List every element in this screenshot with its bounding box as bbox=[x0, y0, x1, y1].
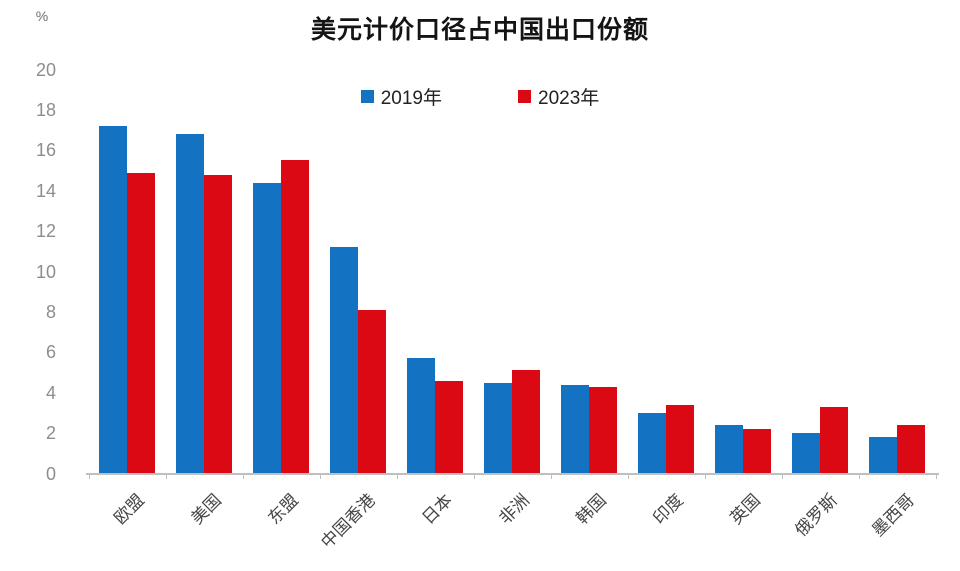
bar-2019年-1 bbox=[99, 126, 127, 474]
bar-2023年-5 bbox=[435, 380, 463, 474]
y-tick-label-4: 4 bbox=[45, 382, 56, 403]
legend-swatch-2019 bbox=[360, 90, 374, 103]
x-axis-tick bbox=[935, 473, 937, 479]
bar-2023年-7 bbox=[589, 386, 617, 474]
legend-item-2019: 2019年 bbox=[360, 83, 442, 110]
y-tick-label-8: 8 bbox=[45, 301, 56, 322]
bar-2023年-9 bbox=[743, 429, 771, 474]
bar-2023年-11 bbox=[897, 425, 925, 474]
bar-2019年-2 bbox=[176, 134, 204, 474]
y-tick-label-16: 16 bbox=[35, 140, 56, 161]
chart-title: 美元计价口径占中国出口份额 bbox=[310, 17, 649, 44]
bar-2023年-2 bbox=[204, 174, 232, 474]
bar-2023年-4 bbox=[358, 309, 386, 474]
legend-item-2023: 2023年 bbox=[518, 83, 599, 110]
x-tick-label-5: 日本 bbox=[418, 490, 456, 529]
y-tick-label-2: 2 bbox=[45, 423, 56, 444]
legend-label-2019: 2019年 bbox=[380, 88, 442, 109]
bar-2019年-10 bbox=[792, 433, 820, 474]
legend-label-2023: 2023年 bbox=[538, 88, 600, 109]
bar-2019年-7 bbox=[561, 384, 589, 474]
x-axis-tick bbox=[242, 473, 244, 479]
y-tick-label-0: 0 bbox=[45, 463, 56, 484]
x-tick-label-3: 东盟 bbox=[264, 490, 302, 529]
bar-2023年-6 bbox=[512, 370, 540, 474]
bar-2019年-4 bbox=[330, 247, 358, 474]
y-tick-label-18: 18 bbox=[35, 99, 56, 120]
y-tick-label-10: 10 bbox=[35, 261, 56, 282]
y-tick-label-6: 6 bbox=[45, 342, 56, 363]
x-axis-tick bbox=[704, 473, 706, 479]
y-axis-unit-label: % bbox=[35, 8, 49, 24]
x-axis-line bbox=[86, 472, 939, 475]
x-axis-tick bbox=[88, 473, 90, 479]
x-tick-label-2: 美国 bbox=[187, 490, 225, 529]
y-tick-label-14: 14 bbox=[35, 180, 56, 201]
bar-2023年-10 bbox=[820, 406, 848, 474]
x-axis-tick bbox=[550, 473, 552, 479]
bar-2019年-9 bbox=[715, 425, 743, 474]
x-tick-label-11: 墨西哥 bbox=[868, 490, 918, 541]
x-axis-tick bbox=[396, 473, 398, 479]
legend: 2019年 2023年 bbox=[0, 83, 960, 110]
legend-swatch-2023 bbox=[518, 90, 531, 103]
y-tick-label-12: 12 bbox=[35, 221, 56, 242]
x-axis-tick bbox=[319, 473, 321, 479]
x-tick-label-9: 英国 bbox=[726, 490, 764, 529]
x-tick-label-8: 印度 bbox=[649, 490, 687, 529]
x-tick-label-7: 韩国 bbox=[572, 490, 610, 529]
x-axis-tick bbox=[627, 473, 629, 479]
bar-2019年-3 bbox=[253, 182, 281, 474]
bar-2023年-1 bbox=[127, 172, 155, 474]
x-tick-label-1: 欧盟 bbox=[110, 490, 148, 529]
bar-2019年-6 bbox=[484, 382, 512, 474]
x-axis-tick bbox=[781, 473, 783, 479]
x-axis-tick bbox=[858, 473, 860, 479]
bar-2019年-5 bbox=[407, 358, 435, 474]
x-tick-label-4: 中国香港 bbox=[317, 490, 379, 553]
bar-2019年-11 bbox=[869, 437, 897, 474]
y-tick-label-20: 20 bbox=[35, 59, 56, 80]
x-tick-label-10: 俄罗斯 bbox=[791, 490, 841, 541]
x-tick-label-6: 非洲 bbox=[495, 490, 533, 529]
bar-2023年-8 bbox=[666, 404, 694, 474]
x-axis-tick bbox=[165, 473, 167, 479]
bar-2019年-8 bbox=[638, 412, 666, 474]
bar-2023年-3 bbox=[281, 160, 309, 474]
x-axis-tick bbox=[473, 473, 475, 479]
